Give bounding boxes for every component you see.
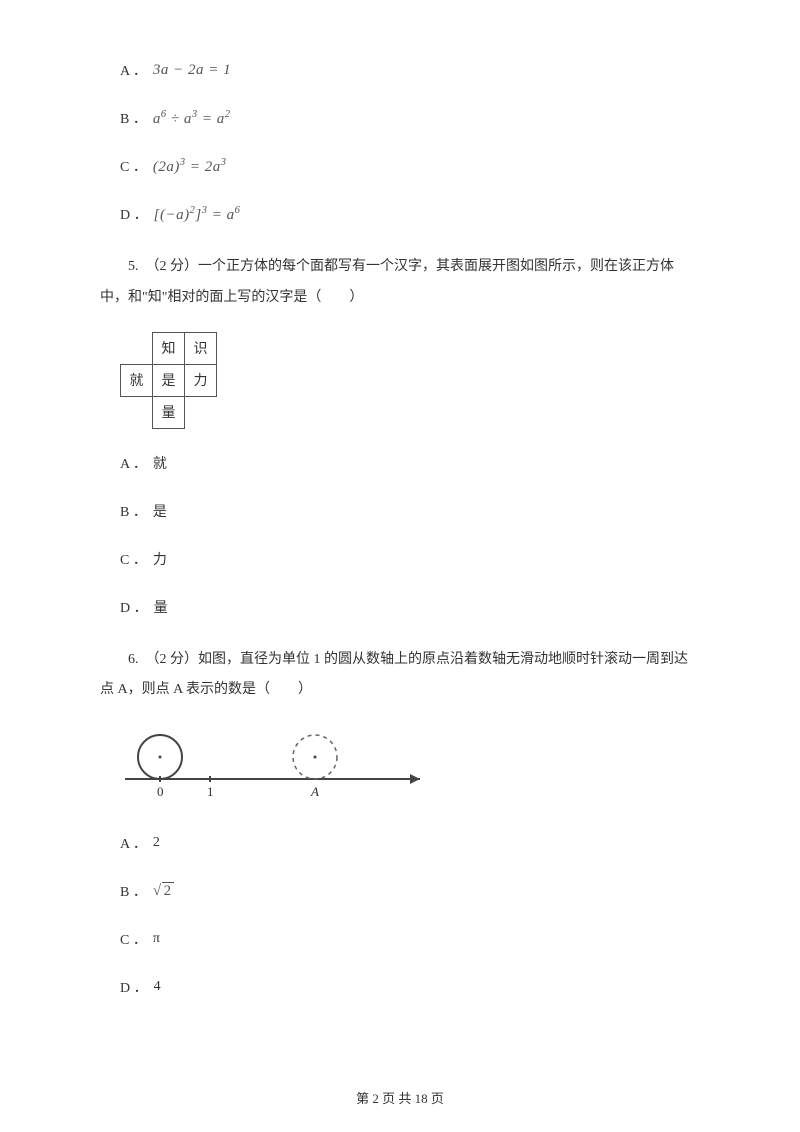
option-text: 是: [153, 501, 167, 521]
q4-option-a: A ． 3a − 2a = 1: [100, 60, 700, 80]
number-line-svg: 0 1 A: [120, 724, 440, 804]
q5-number: 5.: [128, 259, 139, 274]
option-label: C ．: [120, 549, 147, 569]
q4-option-d: D ． [(−a)2]3 = a6: [100, 204, 700, 224]
q6-option-d: D ． 4: [100, 977, 700, 997]
option-label: A ．: [120, 833, 147, 853]
q6-option-b: B ． √2: [100, 881, 700, 901]
option-label: D ．: [120, 977, 148, 997]
cube-cell: 力: [185, 364, 217, 396]
q6-option-a: A ． 2: [100, 833, 700, 853]
option-label: B ．: [120, 108, 147, 128]
option-text: 2: [153, 835, 160, 851]
q5-option-d: D ． 量: [100, 597, 700, 617]
formula-c: (2a)3 = 2a3: [153, 157, 227, 176]
axis-label-A: A: [310, 784, 319, 799]
q5-option-c: C ． 力: [100, 549, 700, 569]
option-text: √2: [153, 883, 174, 900]
number-line-diagram: 0 1 A: [120, 724, 700, 809]
q5-text: 5. （2 分）一个正方体的每个面都写有一个汉字，其表面展开图如图所示，则在该正…: [100, 252, 700, 314]
option-text: π: [153, 931, 160, 947]
cube-cell: 就: [121, 364, 153, 396]
cube-empty: [185, 396, 217, 428]
option-label: D ．: [120, 204, 148, 224]
option-text: 力: [153, 549, 167, 569]
q6-option-c: C ． π: [100, 929, 700, 949]
cube-cell: 知: [153, 332, 185, 364]
option-text: 量: [154, 597, 168, 617]
option-label: B ．: [120, 501, 147, 521]
cube-cell: 识: [185, 332, 217, 364]
q6-number: 6.: [128, 652, 139, 667]
q5-points: （2 分）: [146, 259, 199, 274]
cube-net-table: 知 识 就 是 力 量: [120, 332, 217, 429]
cube-net-diagram: 知 识 就 是 力 量: [120, 332, 700, 429]
option-label: B ．: [120, 881, 147, 901]
option-label: C ．: [120, 929, 147, 949]
cube-cell: 是: [153, 364, 185, 396]
q5-option-a: A ． 就: [100, 453, 700, 473]
cube-cell: 量: [153, 396, 185, 428]
q4-option-b: B ． a6 ÷ a3 = a2: [100, 108, 700, 128]
cube-empty: [121, 332, 153, 364]
q6-text: 6. （2 分）如图，直径为单位 1 的圆从数轴上的原点沿着数轴无滑动地顺时针滚…: [100, 645, 700, 707]
option-label: A ．: [120, 60, 147, 80]
option-text: 4: [154, 979, 161, 995]
axis-label-1: 1: [207, 784, 214, 799]
q5-option-b: B ． 是: [100, 501, 700, 521]
option-label: C ．: [120, 156, 147, 176]
q6-points: （2 分）: [146, 652, 199, 667]
axis-label-0: 0: [157, 784, 164, 799]
formula-a: 3a − 2a = 1: [153, 62, 231, 79]
page-footer: 第 2 页 共 18 页: [0, 1088, 800, 1107]
option-label: A ．: [120, 453, 147, 473]
option-label: D ．: [120, 597, 148, 617]
q4-option-c: C ． (2a)3 = 2a3: [100, 156, 700, 176]
formula-b: a6 ÷ a3 = a2: [153, 109, 231, 128]
formula-d: [(−a)2]3 = a6: [154, 205, 241, 224]
cube-empty: [121, 396, 153, 428]
option-text: 就: [153, 453, 167, 473]
